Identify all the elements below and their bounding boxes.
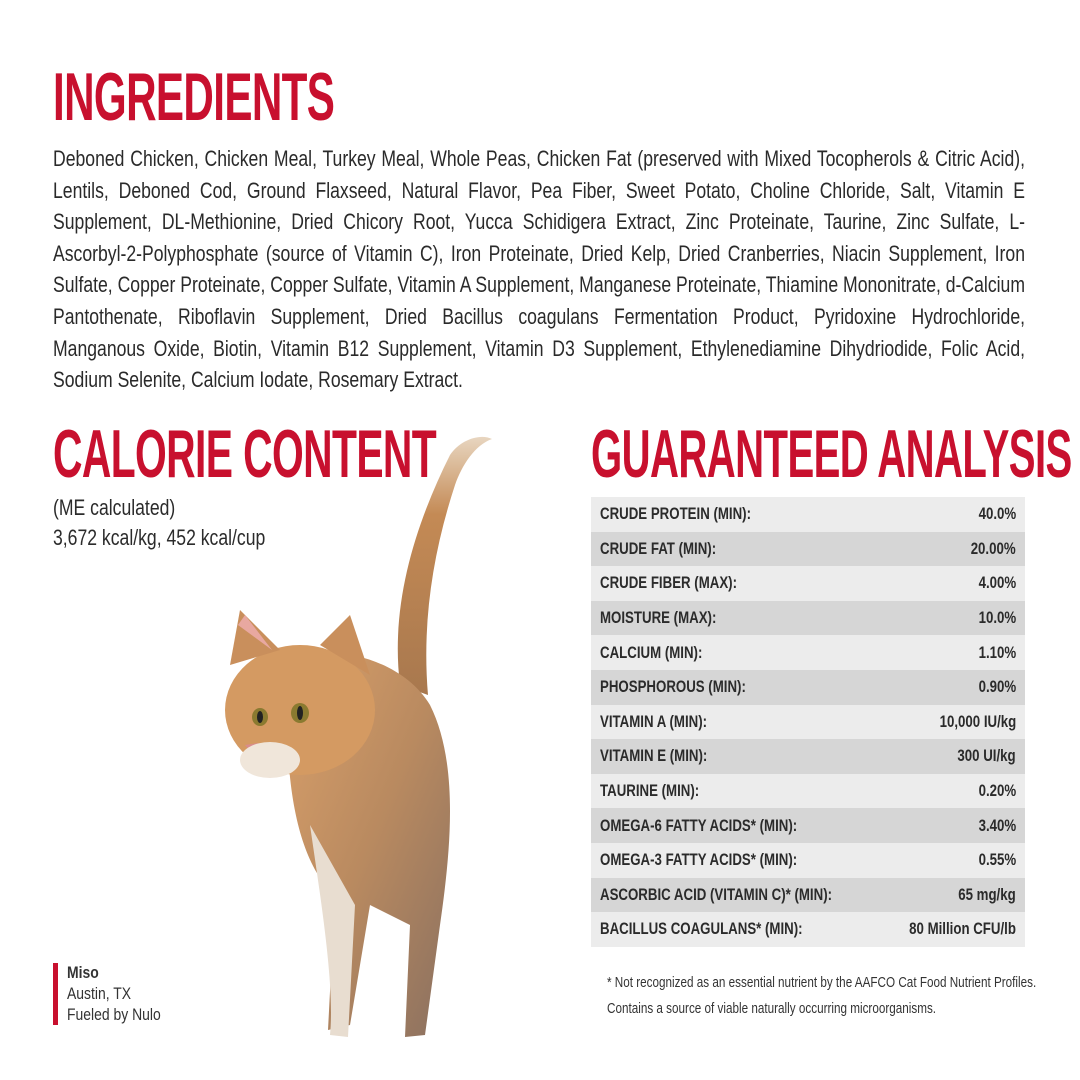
- nutrient-value: 80 Million CFU/lb: [909, 919, 1016, 939]
- cat-photo: [225, 436, 492, 1037]
- analysis-row: VITAMIN A (MIN): 10,000 IU/kg: [591, 704, 1025, 740]
- analysis-row: OMEGA-6 FATTY ACIDS* (MIN): 3.40%: [591, 808, 1025, 843]
- calorie-method: (ME calculated): [53, 495, 176, 520]
- ingredients-heading: INGREDIENTS: [53, 59, 335, 135]
- nutrient-value: 300 UI/kg: [957, 746, 1016, 766]
- nutrient-value: 40.0%: [978, 504, 1016, 524]
- nutrient-label: ASCORBIC ACID (VITAMIN C)* (MIN):: [600, 884, 833, 904]
- cat-caption: Miso Austin, TX Fueled by Nulo: [67, 962, 161, 1025]
- analysis-row: CRUDE FAT (MIN): 20.00%: [591, 531, 1025, 567]
- cat-location: Austin, TX: [67, 984, 132, 1003]
- nutrient-value: 4.00%: [978, 573, 1016, 593]
- nutrient-label: VITAMIN A (MIN):: [600, 711, 708, 731]
- guaranteed-analysis-table: CRUDE PROTEIN (MIN): 40.0% CRUDE FAT (MIN)…: [591, 497, 1025, 947]
- nutrient-label: BACILLUS COAGULANS* (MIN):: [600, 919, 803, 939]
- analysis-row: OMEGA-3 FATTY ACIDS* (MIN): 0.55%: [591, 842, 1025, 878]
- nutrient-value: 0.55%: [978, 850, 1016, 870]
- nutrient-label: CRUDE PROTEIN (MIN):: [600, 504, 752, 524]
- calorie-text: (ME calculated) 3,672 kcal/kg, 452 kcal/…: [53, 493, 265, 553]
- analysis-row: MOISTURE (MAX): 10.0%: [591, 600, 1025, 636]
- nutrient-label: CRUDE FIBER (MAX):: [600, 573, 738, 593]
- footnote-microorganisms: Contains a source of viable naturally oc…: [607, 1000, 937, 1017]
- analysis-row: CALCIUM (MIN): 1.10%: [591, 635, 1025, 670]
- calorie-values: 3,672 kcal/kg, 452 kcal/cup: [53, 525, 266, 550]
- nutrient-label: MOISTURE (MAX):: [600, 608, 717, 628]
- nutrient-label: CALCIUM (MIN):: [600, 642, 703, 662]
- analysis-row: TAURINE (MIN): 0.20%: [591, 773, 1025, 809]
- nutrient-value: 3.40%: [978, 815, 1016, 835]
- nutrient-value: 20.00%: [971, 538, 1016, 558]
- nutrient-label: OMEGA-3 FATTY ACIDS* (MIN):: [600, 850, 798, 870]
- analysis-row: BACILLUS COAGULANS* (MIN): 80 Million CFU…: [591, 912, 1025, 947]
- analysis-footnote: * Not recognized as an essential nutrien…: [607, 970, 1036, 1022]
- nutrient-label: VITAMIN E (MIN):: [600, 746, 708, 766]
- analysis-row: VITAMIN E (MIN): 300 UI/kg: [591, 739, 1025, 774]
- cat-name: Miso: [67, 963, 99, 982]
- analysis-row: CRUDE FIBER (MAX): 4.00%: [591, 566, 1025, 601]
- nutrient-value: 0.20%: [978, 781, 1016, 801]
- ingredients-text: Deboned Chicken, Chicken Meal, Turkey Me…: [53, 146, 1025, 393]
- nutrient-value: 65 mg/kg: [958, 884, 1016, 904]
- analysis-row: CRUDE PROTEIN (MIN): 40.0%: [591, 497, 1025, 532]
- nutrient-label: OMEGA-6 FATTY ACIDS* (MIN):: [600, 815, 798, 835]
- nutrient-label: TAURINE (MIN):: [600, 781, 700, 801]
- caption-tagline: Fueled by Nulo: [67, 1005, 161, 1024]
- analysis-row: PHOSPHOROUS (MIN): 0.90%: [591, 669, 1025, 705]
- nutrient-value: 0.90%: [978, 677, 1016, 697]
- nutrient-value: 10,000 IU/kg: [939, 711, 1016, 731]
- analysis-heading: GUARANTEED ANALYSIS: [591, 416, 1072, 492]
- calorie-heading: CALORIE CONTENT: [53, 416, 437, 492]
- analysis-row: ASCORBIC ACID (VITAMIN C)* (MIN): 65 mg/k…: [591, 877, 1025, 913]
- nutrient-label: CRUDE FAT (MIN):: [600, 538, 717, 558]
- caption-accent-bar: [53, 963, 58, 1025]
- footnote-aafco: * Not recognized as an essential nutrien…: [607, 974, 1037, 991]
- nutrient-value: 10.0%: [978, 608, 1016, 628]
- nutrient-label: PHOSPHOROUS (MIN):: [600, 677, 746, 697]
- nutrient-value: 1.10%: [978, 642, 1016, 662]
